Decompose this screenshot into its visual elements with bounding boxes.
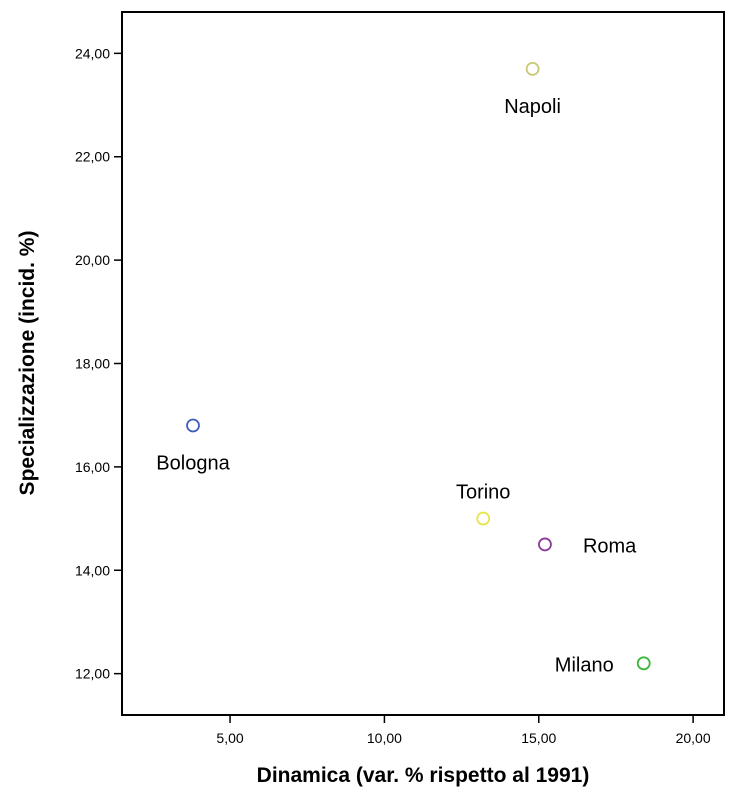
x-tick-label: 10,00 bbox=[367, 730, 402, 746]
y-tick-label: 16,00 bbox=[75, 459, 110, 475]
y-axis: 12,00 14,00 16,00 18,00 20,00 22,00 24,00 bbox=[75, 45, 122, 682]
y-tick-label: 14,00 bbox=[75, 562, 110, 578]
x-tick-label: 20,00 bbox=[676, 730, 711, 746]
data-point-roma bbox=[538, 537, 552, 552]
point-label-bologna: Bologna bbox=[156, 453, 230, 475]
x-tick-label: 15,00 bbox=[521, 730, 556, 746]
y-tick-label: 20,00 bbox=[75, 252, 110, 268]
point-label-torino: Torino bbox=[456, 482, 510, 504]
point-label-roma: Roma bbox=[583, 535, 637, 557]
data-point-napoli bbox=[525, 61, 540, 76]
data-point-bologna bbox=[186, 418, 200, 433]
y-tick-label: 22,00 bbox=[75, 149, 110, 165]
data-points: Napoli Bologna Torino Roma Milano bbox=[156, 61, 651, 676]
y-tick-label: 24,00 bbox=[75, 45, 110, 61]
point-label-napoli: Napoli bbox=[504, 96, 561, 118]
data-point-milano bbox=[636, 656, 651, 671]
x-axis: 5,00 10,00 15,00 20,00 bbox=[216, 715, 711, 746]
y-tick-label: 18,00 bbox=[75, 356, 110, 372]
x-tick-label: 5,00 bbox=[216, 730, 243, 746]
x-axis-title: Dinamica (var. % rispetto al 1991) bbox=[257, 764, 590, 787]
y-axis-title: Specializzazione (incid. %) bbox=[16, 231, 39, 496]
plot-frame bbox=[121, 11, 725, 716]
data-point-torino bbox=[476, 511, 491, 526]
point-label-milano: Milano bbox=[555, 654, 614, 676]
y-tick-label: 12,00 bbox=[75, 666, 110, 682]
